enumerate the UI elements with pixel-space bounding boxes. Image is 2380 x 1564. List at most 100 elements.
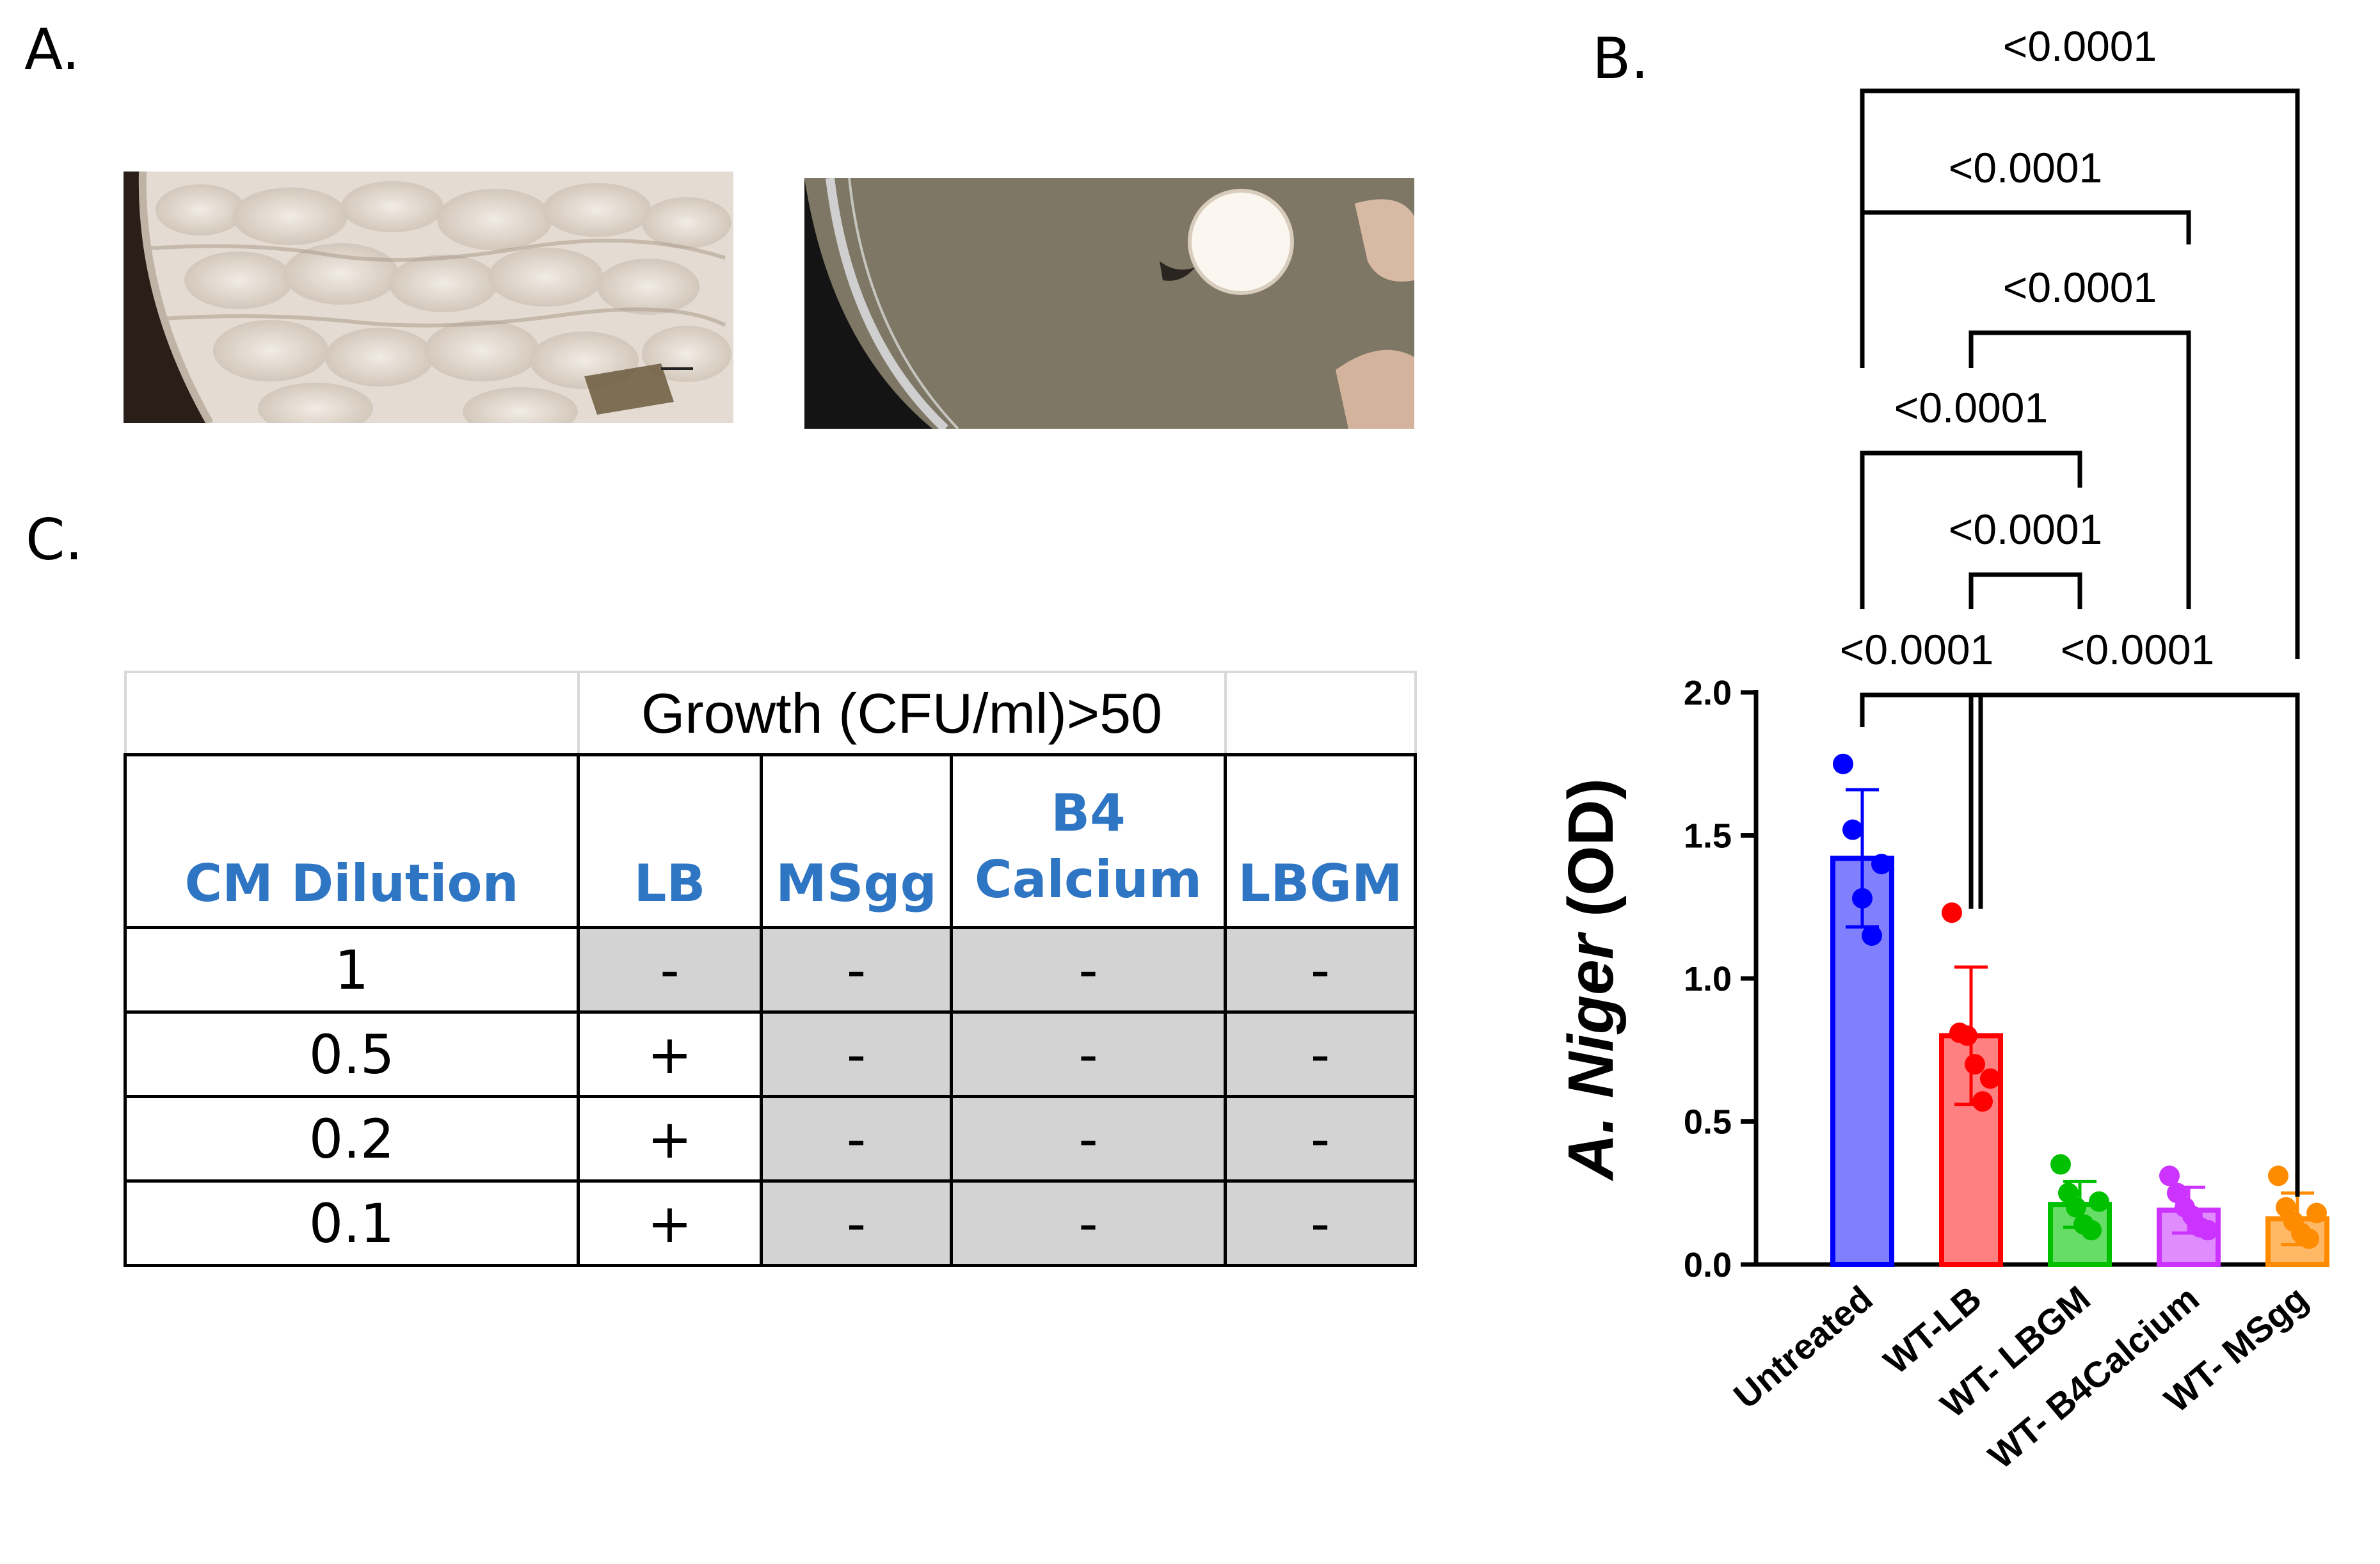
dilution-cell: 0.2 (124, 1095, 580, 1183)
data-point (2050, 1154, 2071, 1175)
growth-cell: - (760, 926, 953, 1014)
bar-WT- MSgg (2265, 1216, 2329, 1267)
x-tick-label: WT- MSgg (2157, 1278, 2315, 1420)
data-point (2291, 1222, 2312, 1243)
col-header-msgg: MSgg (760, 753, 953, 929)
panel-label-b: B. (1592, 26, 1649, 92)
dilution-cell: 1 (124, 926, 580, 1014)
data-point (2073, 1214, 2094, 1235)
bar-WT- LBGM (2048, 1202, 2112, 1268)
growth-cell: - (577, 926, 763, 1014)
data-point (1862, 925, 1882, 946)
growth-cell: - (950, 1179, 1227, 1267)
data-point (1842, 819, 1863, 840)
petri-dish-icon (124, 172, 733, 423)
growth-cell: + (577, 1010, 763, 1098)
p-value-label: <0.0001 (2003, 264, 2157, 311)
growth-cell: - (760, 1010, 953, 1098)
data-point (2058, 1183, 2079, 1204)
table-row: 0.1 + - - - (124, 1179, 1417, 1267)
growth-cell: - (950, 1010, 1227, 1098)
data-point (1957, 1025, 1977, 1046)
dilution-cell: 0.5 (124, 1010, 580, 1098)
col-header-b4calcium: B4 Calcium (950, 753, 1227, 929)
panel-label-a: A. (24, 17, 80, 83)
growth-table: Growth (CFU/ml)>50 CM Dilution LB MSgg B… (124, 671, 1417, 1267)
table-row: 0.5 + - - - (124, 1010, 1417, 1098)
data-point (2190, 1217, 2210, 1238)
growth-header: Growth (CFU/ml)>50 (577, 671, 1227, 756)
data-point (2306, 1202, 2327, 1224)
y-tick-label: 0.0 (1684, 1246, 1732, 1284)
significance-bracket (1860, 210, 2191, 368)
growth-cell: + (577, 1095, 763, 1183)
petri-dish-icon (804, 178, 1414, 429)
bar-WT-LB (1939, 1033, 2003, 1268)
significance-bracket (1860, 451, 2082, 609)
data-point (1852, 888, 1873, 909)
significance-bracket (1969, 692, 2300, 1197)
significance-bracket (1860, 692, 1974, 909)
p-value-label: <0.0001 (2003, 22, 2157, 70)
fungal-lawn-photo (124, 172, 733, 423)
y-axis-label: A. Niger (OD) (1555, 778, 1627, 1182)
p-value-label: <0.0001 (1949, 144, 2102, 191)
col-header-dilution: CM Dilution (124, 753, 580, 929)
data-point (2066, 1197, 2086, 1218)
data-point (2081, 1220, 2102, 1241)
x-tick-label: WT-LB (1876, 1278, 1988, 1382)
data-point (2299, 1228, 2319, 1249)
data-point (1972, 1091, 1993, 1112)
col-header-lbgm: LBGM (1224, 753, 1417, 929)
p-value-label: <0.0001 (1840, 626, 1993, 673)
growth-cell: - (950, 1095, 1227, 1183)
growth-cell: - (1224, 1010, 1417, 1098)
data-point (2167, 1183, 2187, 1204)
y-axis-label-unit: (OD) (1555, 778, 1627, 934)
growth-cell: + (577, 1179, 763, 1267)
data-point (2182, 1206, 2203, 1227)
p-value-label: <0.0001 (1949, 506, 2102, 553)
table-row: 1 - - - - (124, 926, 1417, 1014)
data-point (2175, 1197, 2195, 1218)
col-header-lb: LB (577, 753, 763, 929)
x-tick-label: WT- B4Calcium (1981, 1278, 2207, 1476)
data-point (1965, 1054, 1985, 1075)
data-point (2283, 1211, 2304, 1232)
data-point (1949, 1022, 1970, 1043)
x-tick-label: Untreated (1726, 1278, 1880, 1416)
table-row: 0.2 + - - - (124, 1095, 1417, 1183)
significance-bracket (1969, 330, 2191, 609)
data-point (1980, 1068, 2001, 1089)
y-tick-label: 1.5 (1684, 817, 1732, 856)
data-point (2198, 1220, 2218, 1241)
table-column-header-row: CM Dilution LB MSgg B4 Calcium LBGM (124, 753, 1417, 929)
dilution-cell: 0.1 (124, 1179, 580, 1267)
growth-cell: - (950, 926, 1227, 1014)
data-point (1942, 902, 1962, 923)
growth-cell: - (1224, 1179, 1417, 1267)
table-corner-cell (124, 671, 580, 756)
growth-cell: - (760, 1179, 953, 1267)
bar-WT- B4Calcium (2157, 1208, 2221, 1267)
growth-cell: - (760, 1095, 953, 1183)
panel-label-c: C. (26, 507, 83, 573)
y-tick-label: 0.5 (1684, 1103, 1732, 1142)
data-point (2089, 1191, 2109, 1212)
table-top-header-row: Growth (CFU/ml)>50 (124, 671, 1417, 756)
significance-bracket (1860, 88, 2300, 659)
data-point (1833, 753, 1853, 774)
y-axis-label-italic: A. Niger (1555, 931, 1627, 1181)
p-value-label: <0.0001 (1894, 384, 2048, 431)
x-tick-label: WT- LBGM (1933, 1278, 2097, 1425)
table-top-right-cell (1224, 671, 1417, 756)
y-tick-label: 2.0 (1684, 674, 1732, 712)
data-point (1871, 854, 1892, 875)
bar-Untreated (1830, 856, 1894, 1267)
inhibited-plate-photo (804, 178, 1414, 429)
significance-bracket (1969, 572, 2082, 609)
y-tick-label: 1.0 (1684, 960, 1732, 998)
growth-cell: - (1224, 1095, 1417, 1183)
growth-cell: - (1224, 926, 1417, 1014)
p-value-label: <0.0001 (2061, 626, 2214, 673)
